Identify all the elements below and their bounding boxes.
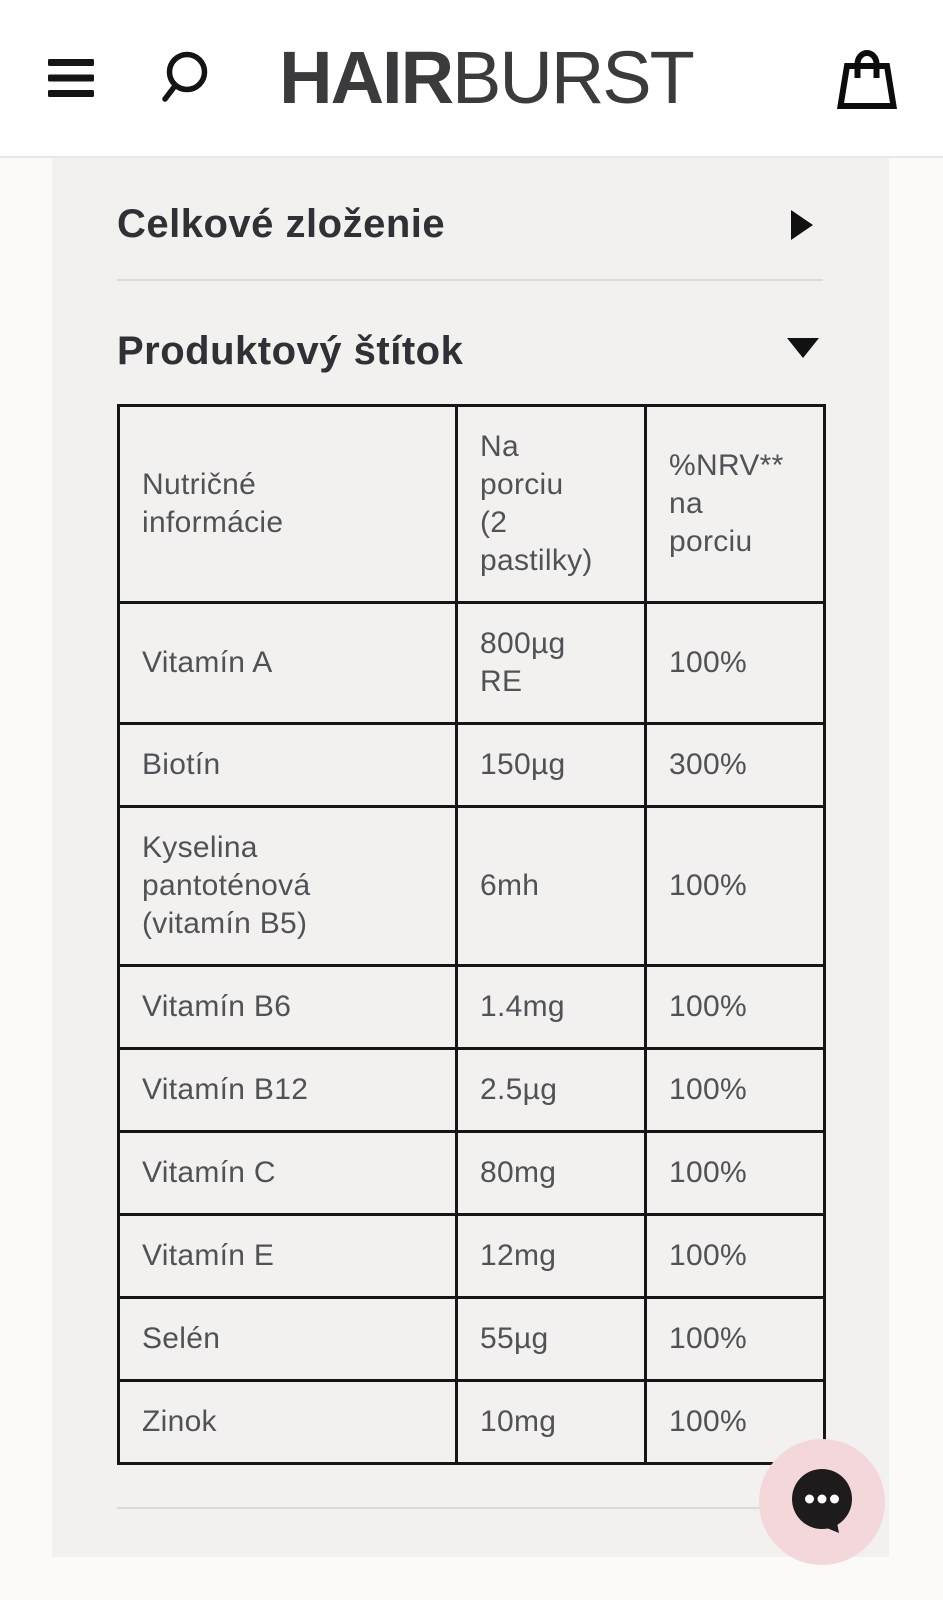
nutrient-name-cell: Selén <box>117 1296 458 1382</box>
col-header-per-serving: Na porciu (2 pastilky) <box>455 404 647 604</box>
table-row: Zinok 10mg 100% <box>117 1379 826 1465</box>
table-row: Vitamín B12 2.5µg 100% <box>117 1047 826 1133</box>
brand-logo[interactable]: HAIRBURST <box>279 41 695 115</box>
nrv-cell: 100% <box>644 601 826 725</box>
accordion-total-composition[interactable]: Celkové zloženie <box>117 202 823 247</box>
nrv-cell: 100% <box>644 805 826 967</box>
product-info-section: Celkové zloženie Produktový štítok Nutri… <box>0 158 943 1557</box>
nutrient-name-cell: Kyselina pantoténová (vitamín B5) <box>117 805 458 967</box>
amount-cell: 10mg <box>455 1379 647 1465</box>
table-row: Vitamín C 80mg 100% <box>117 1130 826 1216</box>
search-button[interactable] <box>156 49 210 107</box>
table-row: Vitamín B6 1.4mg 100% <box>117 964 826 1050</box>
col-header-nrv: %NRV** na porciu <box>644 404 826 604</box>
section-divider <box>117 279 823 281</box>
table-header-row: Nutričné informácie Na porciu (2 pastilk… <box>117 404 826 604</box>
shopping-bag-icon <box>836 50 898 109</box>
amount-cell: 1.4mg <box>455 964 647 1050</box>
table-row: Selén 55µg 100% <box>117 1296 826 1382</box>
section-divider <box>117 1507 823 1509</box>
accordion-product-label[interactable]: Produktový štítok <box>117 329 823 374</box>
site-header: HAIRBURST <box>0 0 943 158</box>
nrv-cell: 100% <box>644 1296 826 1382</box>
cart-button[interactable] <box>836 45 898 111</box>
hamburger-icon <box>48 59 94 97</box>
amount-cell: 800µg RE <box>455 601 647 725</box>
nutrient-name-cell: Zinok <box>117 1379 458 1465</box>
chat-button[interactable] <box>759 1439 885 1565</box>
table-row: Vitamín E 12mg 100% <box>117 1213 826 1299</box>
amount-cell: 150µg <box>455 722 647 808</box>
triangle-down-icon <box>787 337 819 358</box>
nutrient-name-cell: Biotín <box>117 722 458 808</box>
chat-bubble-icon <box>759 1439 885 1565</box>
col-header-nutrient: Nutričné informácie <box>117 404 458 604</box>
nrv-cell: 100% <box>644 1047 826 1133</box>
nrv-cell: 100% <box>644 1130 826 1216</box>
table-row: Vitamín A 800µg RE 100% <box>117 601 826 725</box>
amount-cell: 80mg <box>455 1130 647 1216</box>
nutrient-name-cell: Vitamín E <box>117 1213 458 1299</box>
accordion-panel: Celkové zloženie Produktový štítok Nutri… <box>52 158 889 1557</box>
table-row: Kyselina pantoténová (vitamín B5) 6mh 10… <box>117 805 826 967</box>
amount-cell: 55µg <box>455 1296 647 1382</box>
triangle-right-icon <box>791 209 813 240</box>
amount-cell: 2.5µg <box>455 1047 647 1133</box>
nrv-cell: 100% <box>644 1213 826 1299</box>
table-row: Biotín 150µg 300% <box>117 722 826 808</box>
nutrition-table: Nutričné informácie Na porciu (2 pastilk… <box>117 404 826 1465</box>
search-icon <box>162 51 208 102</box>
nutrient-name-cell: Vitamín B12 <box>117 1047 458 1133</box>
nutrient-name-cell: Vitamín B6 <box>117 964 458 1050</box>
amount-cell: 12mg <box>455 1213 647 1299</box>
nrv-cell: 100% <box>644 964 826 1050</box>
amount-cell: 6mh <box>455 805 647 967</box>
nutrient-name-cell: Vitamín C <box>117 1130 458 1216</box>
accordion-title: Produktový štítok <box>117 329 464 373</box>
accordion-title: Celkové zloženie <box>117 202 446 246</box>
nutrient-name-cell: Vitamín A <box>117 601 458 725</box>
menu-button[interactable] <box>48 59 94 97</box>
brand-logo-bold: HAIR <box>279 36 454 119</box>
nrv-cell: 300% <box>644 722 826 808</box>
brand-logo-light: BURST <box>452 36 695 119</box>
